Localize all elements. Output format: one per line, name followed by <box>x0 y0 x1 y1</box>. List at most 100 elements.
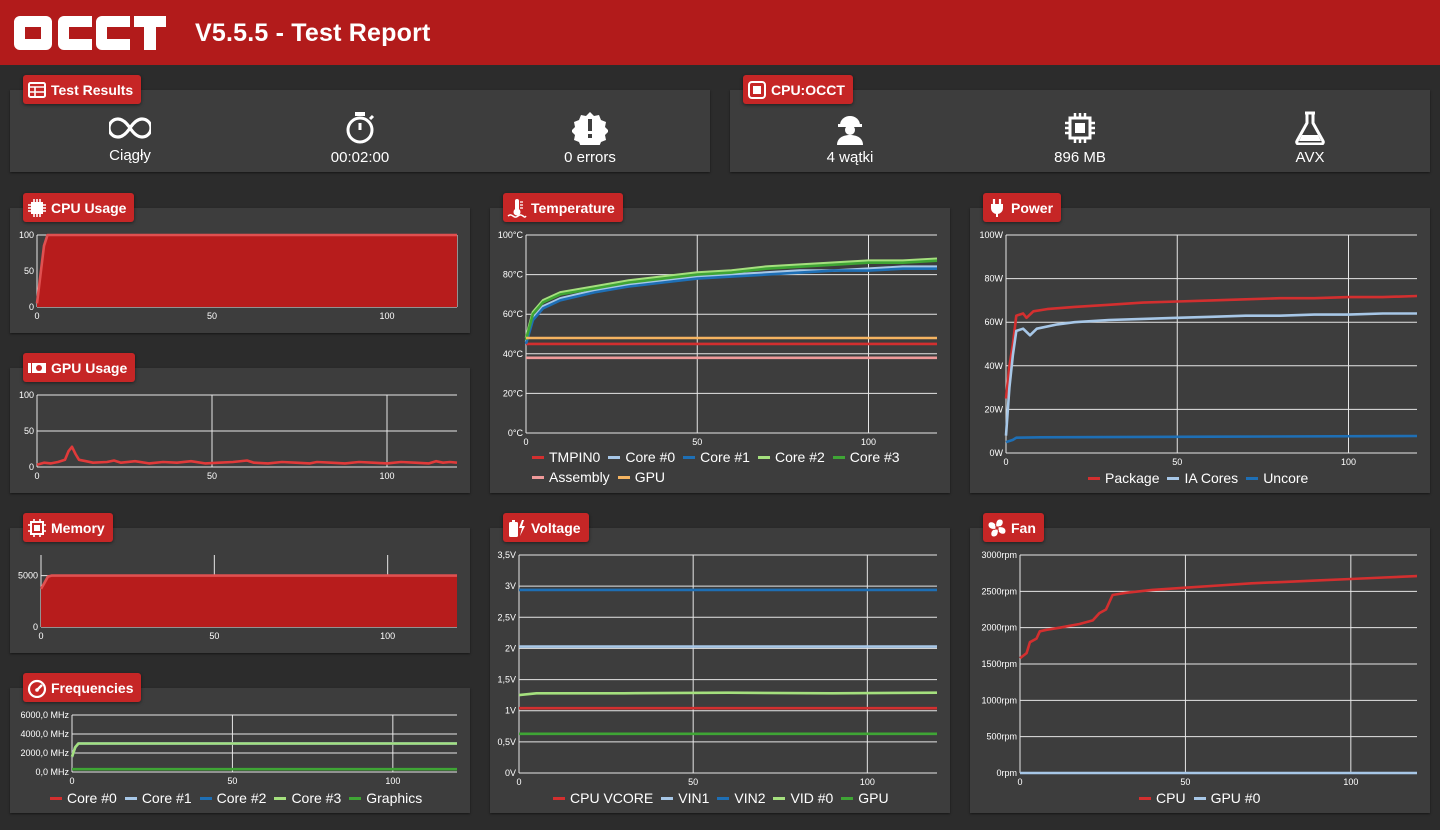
legend-item-assembly[interactable]: Assembly <box>532 467 610 487</box>
y-tick-label: 2V <box>505 643 516 653</box>
legend-swatch <box>349 796 362 800</box>
cpu-usage-area <box>37 235 457 307</box>
series-line-uncore <box>1005 434 1418 444</box>
legend-label: GPU <box>634 469 666 485</box>
legend-item-gpu[interactable]: GPU <box>617 467 666 487</box>
y-tick-label: 500rpm <box>986 732 1017 742</box>
y-tick-label: 0,5V <box>497 737 516 747</box>
legend-item-core-1[interactable]: Core #1 <box>683 447 750 467</box>
y-tick-label: 2000rpm <box>981 623 1017 633</box>
legend-item-vin2[interactable]: VIN2 <box>717 788 765 808</box>
legend-swatch <box>617 475 630 479</box>
y-tick-label: 1,5V <box>497 675 516 685</box>
series-line-core-3 <box>70 742 457 758</box>
series-line-core-3 <box>524 259 938 341</box>
y-tick-label: 20°C <box>503 388 524 398</box>
y-tick-label: 40°C <box>503 349 524 359</box>
y-tick-label: 0 <box>33 622 38 632</box>
fan-icon <box>988 518 1006 537</box>
stat-threads: 4 wątki <box>750 111 950 166</box>
y-tick-label: 3,5V <box>497 550 516 560</box>
legend-swatch <box>832 455 845 459</box>
cpu-test-badge: CPU:OCCT <box>743 75 853 104</box>
gpu-usage-chart: 0 50 100 0 50 100 <box>19 390 458 481</box>
legend-swatch <box>841 796 854 800</box>
stat-mode: Ciągły <box>30 113 230 164</box>
legend-item-core-0[interactable]: Core #0 <box>50 788 117 808</box>
legend-label: VIN1 <box>678 790 710 806</box>
series-line-core-1 <box>70 742 457 758</box>
legend-item-cpu-vcore[interactable]: CPU VCORE <box>553 788 653 808</box>
plug-icon <box>991 198 1003 217</box>
legend-label: Core #2 <box>774 449 825 465</box>
legend-item-vin1[interactable]: VIN1 <box>661 788 709 808</box>
y-tick-label: 3000rpm <box>981 550 1017 560</box>
legend-item-gpu[interactable]: GPU <box>841 788 889 808</box>
legend-item-uncore[interactable]: Uncore <box>1246 468 1308 488</box>
y-tick-label: 0 <box>29 302 34 312</box>
legend-item-cpu[interactable]: CPU <box>1139 788 1186 808</box>
voltage-title: Voltage <box>531 519 581 536</box>
legend-item-core-3[interactable]: Core #3 <box>832 447 900 467</box>
legend-item-graphics[interactable]: Graphics <box>349 788 422 808</box>
legend-label: CPU <box>1156 790 1186 806</box>
fan-panel <box>970 528 1430 813</box>
legend-swatch <box>717 796 730 800</box>
memory-badge: Memory <box>23 513 113 542</box>
voltage-panel <box>490 528 950 813</box>
legend-item-core-2[interactable]: Core #2 <box>757 447 825 467</box>
legend-swatch <box>1139 796 1151 800</box>
stat-memory-value: 896 MB <box>1054 149 1106 166</box>
temperature-title: Temperature <box>531 199 615 216</box>
x-tick-label: 50 <box>692 437 702 447</box>
temperature-badge: Temperature <box>503 193 623 222</box>
stat-duration: 00:02:00 <box>260 111 460 166</box>
legend-label: Core #3 <box>849 449 900 465</box>
series-line-core-1 <box>524 267 937 345</box>
stopwatch-icon <box>346 112 375 144</box>
legend-item-core-3[interactable]: Core #3 <box>274 788 341 808</box>
legend-item-gpu-0[interactable]: GPU #0 <box>1193 788 1260 808</box>
y-tick-label: 3V <box>505 581 516 591</box>
power-badge: Power <box>983 193 1062 222</box>
series-line-vid-0 <box>518 691 938 697</box>
power-chart: 0W 20W 40W 60W 80W 100W 0 50 100 <box>979 230 1418 467</box>
x-tick-label: 50 <box>688 777 698 787</box>
y-tick-label: 60°C <box>503 309 524 319</box>
legend-swatch <box>1246 476 1259 480</box>
y-tick-label: 4000,0 MHz <box>20 729 69 739</box>
legend-item-core-0[interactable]: Core #0 <box>608 447 675 467</box>
legend-item-vid-0[interactable]: VID #0 <box>773 788 833 808</box>
legend-item-core-2[interactable]: Core #2 <box>199 788 266 808</box>
x-tick-label: 0 <box>516 777 521 787</box>
temperature-legend: TMPIN0 Core #0 Core #1 Core #2 Core #3 Assemb… <box>532 447 932 487</box>
temperature-panel <box>490 208 950 493</box>
series-line-series <box>35 233 457 304</box>
legend-item-core-1[interactable]: Core #1 <box>124 788 192 808</box>
legend-swatch <box>199 796 212 800</box>
y-tick-label: 80W <box>984 274 1003 284</box>
gpu-icon <box>28 362 46 373</box>
app-header: V5.5.5 - Test Report <box>0 0 1440 65</box>
legend-item-package[interactable]: Package <box>1088 468 1159 488</box>
power-title: Power <box>1011 199 1054 216</box>
voltage-badge: Voltage <box>503 513 589 542</box>
x-tick-label: 100 <box>379 311 394 321</box>
stat-errors-value: 0 errors <box>564 149 616 166</box>
calendar-table-icon <box>28 81 46 98</box>
legend-label: Core #0 <box>67 790 117 806</box>
y-tick-label: 6000,0 MHz <box>20 710 69 720</box>
y-tick-label: 100 <box>19 230 34 240</box>
memory-icon <box>28 518 46 537</box>
legend-item-tmpin0[interactable]: TMPIN0 <box>532 447 600 467</box>
legend-swatch <box>50 796 62 800</box>
legend-swatch <box>124 796 137 800</box>
cpu-usage-badge: CPU Usage <box>23 193 135 222</box>
y-tick-label: 5000 <box>18 571 38 581</box>
y-tick-label: 2500rpm <box>981 586 1017 596</box>
gauge-icon <box>27 679 47 698</box>
memory-area <box>41 575 457 627</box>
legend-item-ia-cores[interactable]: IA Cores <box>1167 468 1238 488</box>
series-line-core-2 <box>524 257 938 339</box>
stat-memory: 896 MB <box>980 111 1180 166</box>
